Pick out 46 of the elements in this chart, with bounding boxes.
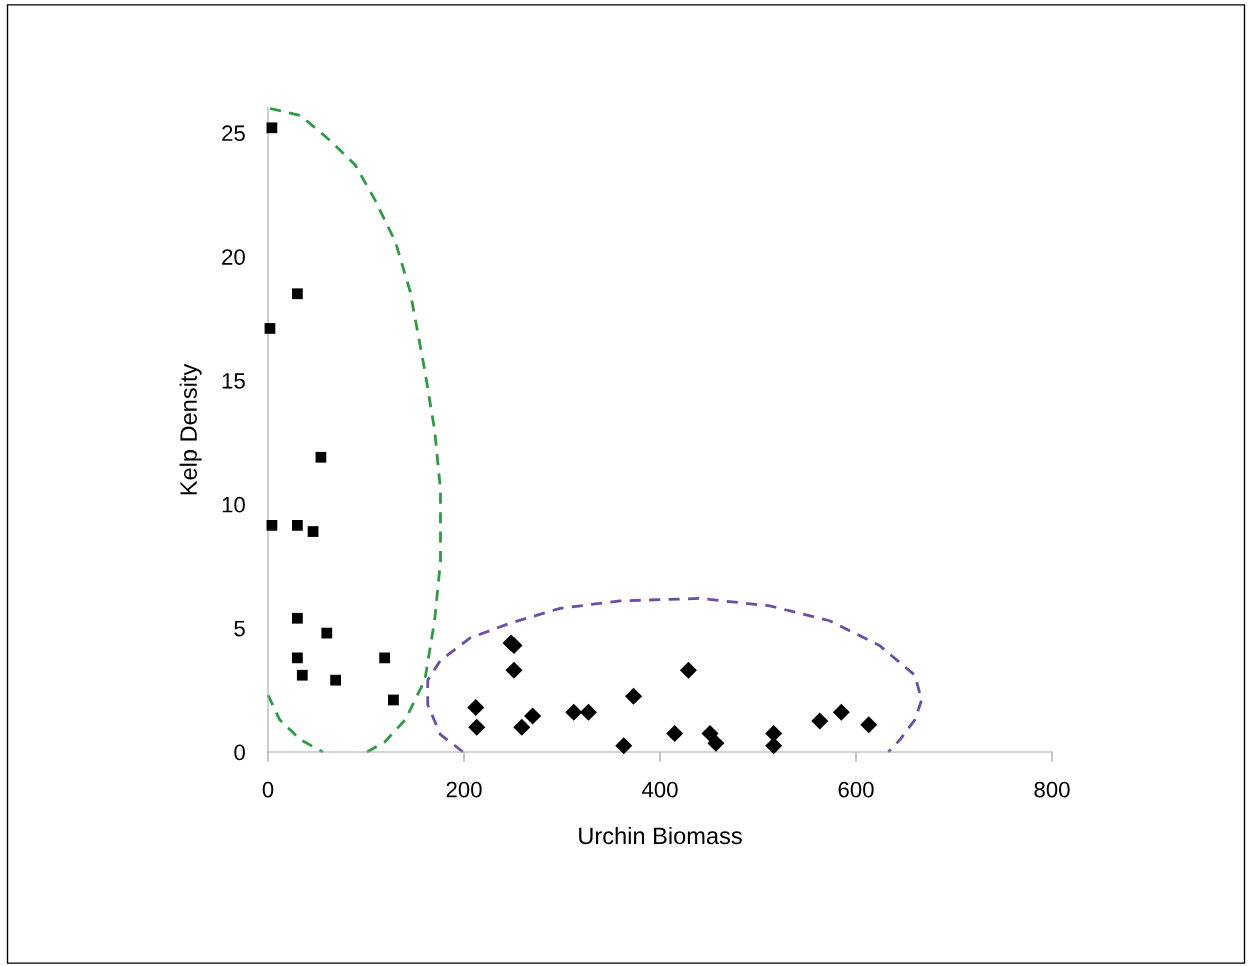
x-axis-title: Urchin Biomass (579, 826, 742, 845)
y-tick-label: 5 (234, 620, 245, 637)
point (388, 694, 399, 706)
point (266, 122, 278, 134)
point (579, 703, 597, 721)
point (292, 288, 303, 300)
point (467, 698, 485, 716)
point (505, 661, 523, 679)
y-tick-label: 10 (222, 496, 245, 513)
point (292, 519, 303, 531)
x-tick-label: 200 (446, 781, 482, 798)
y-axis-title: Kelp Density (179, 363, 202, 495)
point (565, 703, 583, 721)
point (811, 712, 829, 730)
point (292, 652, 303, 664)
point (765, 737, 783, 755)
point (513, 718, 531, 736)
point (860, 716, 878, 734)
point (666, 724, 684, 742)
point (264, 323, 276, 334)
x-tick-label: 0 (262, 781, 274, 798)
point (679, 661, 697, 679)
point (615, 737, 633, 755)
line-series (426, 597, 924, 754)
point (321, 627, 333, 639)
point (296, 669, 308, 681)
point (379, 652, 390, 664)
point (707, 734, 725, 752)
point (468, 718, 486, 736)
x-tick-label: 400 (641, 781, 678, 798)
point (701, 724, 719, 742)
y-tick-label: 0 (234, 744, 245, 761)
point (524, 707, 542, 725)
point (765, 724, 783, 742)
x-tick-label: 600 (838, 781, 874, 798)
y-tick-label: 25 (222, 125, 245, 142)
point (315, 451, 327, 463)
point (832, 703, 850, 721)
point (307, 526, 319, 537)
point (625, 687, 643, 705)
y-tick-label: 20 (222, 249, 245, 265)
point (292, 612, 303, 624)
y-tick-label: 15 (222, 373, 245, 389)
point (330, 674, 341, 686)
x-tick-label: 800 (1034, 781, 1070, 798)
point (266, 519, 278, 531)
